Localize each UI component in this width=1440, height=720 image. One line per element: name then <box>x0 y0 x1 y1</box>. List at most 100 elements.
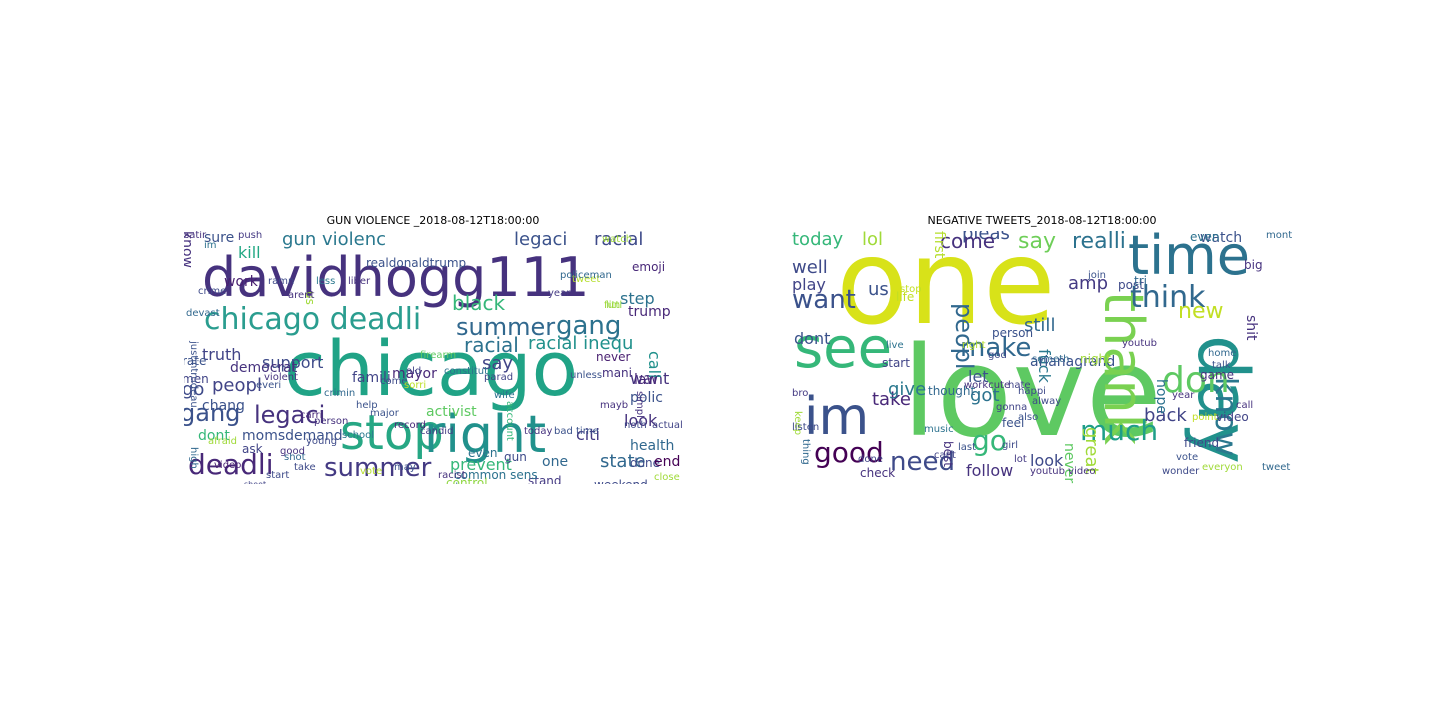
cloud-word: call <box>1236 400 1254 411</box>
cloud-word: kill <box>238 243 261 262</box>
cloud-word: join <box>1088 270 1107 281</box>
cloud-word: racist <box>438 470 466 481</box>
cloud-word: trump <box>628 304 671 320</box>
cloud-word: play <box>792 275 826 294</box>
cloud-word: come <box>940 231 996 253</box>
cloud-word: look <box>1030 451 1064 470</box>
cloud-word: excel <box>432 483 458 485</box>
cloud-word: emoji <box>632 260 666 274</box>
cloud-word: ask <box>242 442 263 456</box>
cloud-word: peopl <box>950 303 978 370</box>
cloud-word: follow <box>966 461 1014 480</box>
panel-title-gun-violence: GUN VIOLENCE _2018-08-12T18:00:00 <box>326 214 540 227</box>
cloud-word: law <box>634 372 658 388</box>
cloud-word: shit <box>1243 315 1259 341</box>
cloud-word: dont <box>794 329 831 348</box>
cloud-word: say <box>482 353 514 374</box>
cloud-word: youtub <box>1122 338 1157 349</box>
cloud-word: look <box>624 411 658 430</box>
cloud-word: amp <box>1068 273 1108 294</box>
cloud-word: chicago <box>284 324 579 413</box>
cloud-word: activist <box>426 404 477 420</box>
cloud-word: first <box>931 231 947 259</box>
cloud-word: music <box>924 424 954 435</box>
cloud-word: talk <box>1212 360 1231 371</box>
cloud-word: legaci <box>254 401 326 429</box>
cloud-word: done <box>630 456 660 470</box>
cloud-word: mayor <box>392 366 437 382</box>
cloud-word: stop <box>340 405 444 461</box>
cloud-word: good <box>280 446 305 457</box>
cloud-word: major <box>370 408 399 419</box>
cloud-word: stand <box>528 474 562 484</box>
cloud-word: give <box>888 379 927 400</box>
cloud-word: record <box>394 420 426 431</box>
cloud-word: high <box>188 447 199 469</box>
cloud-word: girl <box>1002 440 1019 451</box>
cloud-word: im <box>204 240 217 251</box>
panel-title-negative-tweets: NEGATIVE TWEETS_2018-08-12T18:00:00 <box>927 214 1157 227</box>
cloud-word: justintrudeau <box>188 341 199 408</box>
cloud-word: time <box>1128 231 1251 287</box>
cloud-word: mani <box>602 366 632 380</box>
cloud-word: bad time <box>554 426 599 437</box>
cloud-word: im <box>804 387 870 447</box>
cloud-word: even <box>1190 231 1220 244</box>
cloud-word: new <box>1178 299 1224 324</box>
cloud-word: one <box>836 231 1056 351</box>
cloud-word: tweet <box>572 274 601 285</box>
cloud-word: afraid <box>208 436 238 447</box>
cloud-word: crime <box>198 286 227 297</box>
cloud-word: gang <box>184 399 241 427</box>
cloud-word: ramn <box>268 276 295 287</box>
cloud-word: today <box>792 231 844 250</box>
cloud-word: friend <box>1184 436 1220 450</box>
cloud-word: wonder <box>1162 466 1200 477</box>
cloud-word: shot <box>284 452 306 463</box>
cloud-word: go <box>972 424 1007 457</box>
cloud-word: home <box>1208 348 1237 359</box>
cloud-word: men <box>184 372 209 386</box>
cloud-word: simpl <box>634 391 645 418</box>
cloud-word: person <box>314 416 349 427</box>
cloud-word: health <box>630 438 675 454</box>
cloud-word: tweet <box>1262 462 1291 473</box>
cloud-word: young <box>306 436 338 447</box>
cloud-word: life <box>896 290 915 304</box>
cloud-word: school <box>342 430 375 441</box>
cloud-word: post <box>1118 278 1144 292</box>
cloud-word: don <box>1162 360 1230 401</box>
cloud-word: devast <box>186 308 220 319</box>
cloud-word: summer <box>456 313 556 341</box>
cloud-word: gang <box>556 311 622 341</box>
cloud-word: back <box>1144 405 1187 426</box>
cloud-word: truth <box>202 345 242 364</box>
cloud-word: workcute <box>964 380 1011 391</box>
cloud-word: good <box>814 436 884 469</box>
cloud-word: everi <box>256 380 282 391</box>
cloud-word: got <box>970 385 1000 406</box>
cloud-word: realli <box>1072 231 1126 254</box>
cloud-word: control <box>446 476 488 484</box>
cloud-word: chicago deadli <box>204 302 422 337</box>
cloud-word: gun violenc <box>282 231 387 250</box>
cloud-word: chang <box>202 398 245 414</box>
cloud-word: noth <box>624 420 647 431</box>
cloud-word: racial <box>464 333 519 357</box>
cloud-word: live <box>886 340 904 351</box>
cloud-word: let <box>968 367 989 386</box>
cloud-word: carri <box>300 410 323 421</box>
cloud-word: us <box>868 279 889 300</box>
cloud-word: start <box>266 470 290 481</box>
word-cloud-negative-tweets: one love time thank day see im know think don much… <box>792 231 1293 484</box>
cloud-word: video <box>214 460 242 471</box>
cloud-word: firearm <box>420 350 457 361</box>
cloud-word: dont <box>198 428 230 444</box>
cloud-word: lot <box>1014 454 1027 465</box>
cloud-word: actual <box>652 420 682 431</box>
cloud-word: momsdemand <box>242 428 343 444</box>
cloud-word: month <box>1266 231 1293 241</box>
cloud-word: take <box>872 389 911 410</box>
cloud-word: much <box>1080 414 1159 447</box>
cloud-word: year <box>1172 390 1195 401</box>
